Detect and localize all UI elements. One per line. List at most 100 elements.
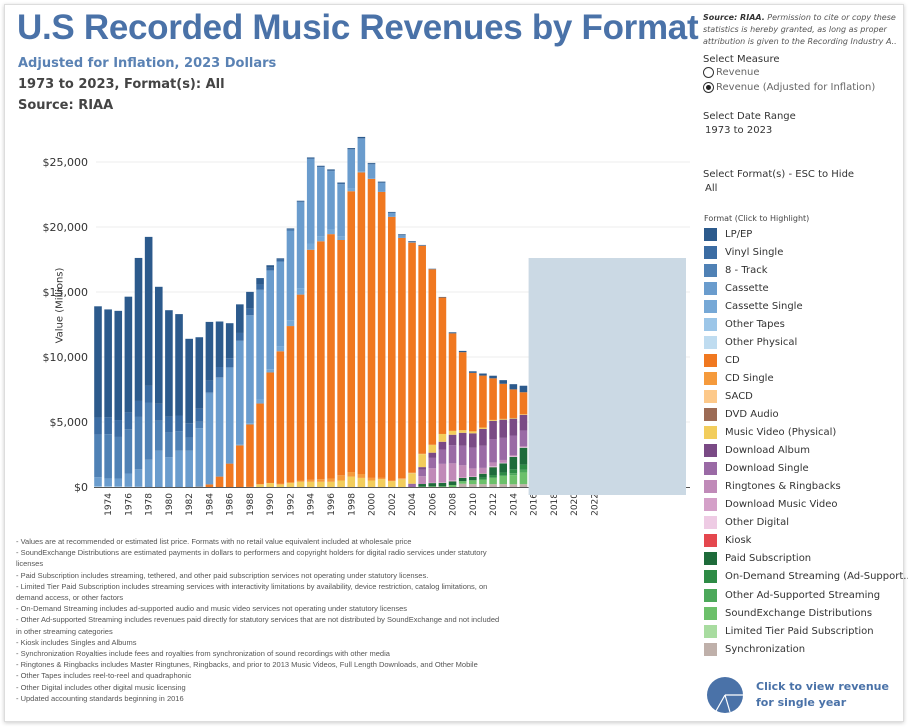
bar-segment[interactable]	[317, 481, 325, 487]
bar-segment[interactable]	[489, 419, 497, 421]
bar-segment[interactable]	[499, 463, 507, 473]
bar-segment[interactable]	[398, 235, 406, 238]
bar-segment[interactable]	[124, 296, 133, 413]
bar-segment[interactable]	[479, 428, 487, 446]
bar-segment[interactable]	[94, 486, 102, 487]
bar-segment[interactable]	[205, 321, 214, 381]
bar-segment[interactable]	[479, 473, 487, 478]
bar-segment[interactable]	[418, 454, 426, 468]
bar-segment[interactable]	[519, 385, 528, 393]
bar-segment[interactable]	[347, 188, 356, 192]
bar-segment[interactable]	[317, 236, 325, 242]
bar-segment[interactable]	[185, 423, 193, 438]
bar-segment[interactable]	[296, 202, 305, 289]
legend-item[interactable]: Music Video (Physical)	[704, 425, 836, 441]
bar-segment[interactable]	[458, 477, 467, 482]
bar-segment[interactable]	[367, 163, 376, 165]
bar-segment[interactable]	[154, 286, 163, 404]
bar-segment[interactable]	[306, 481, 315, 487]
bar-segment[interactable]	[94, 306, 102, 418]
bar-segment[interactable]	[428, 268, 437, 270]
bar-segment[interactable]	[448, 445, 457, 464]
bar-segment[interactable]	[124, 412, 133, 430]
bar-segment[interactable]	[276, 484, 285, 487]
bar-segment[interactable]	[276, 483, 285, 485]
bar-segment[interactable]	[114, 436, 123, 479]
bar-segment[interactable]	[195, 428, 204, 487]
bar-segment[interactable]	[367, 477, 376, 481]
bar-segment[interactable]	[266, 369, 275, 373]
bar-segment[interactable]	[428, 452, 437, 458]
bar-segment[interactable]	[195, 421, 204, 429]
bar-segment[interactable]	[448, 485, 457, 487]
bar-segment[interactable]	[387, 211, 396, 213]
bar-segment[interactable]	[225, 323, 234, 359]
single-year-link[interactable]: Click to view revenue for single year	[706, 676, 896, 714]
bar-segment[interactable]	[438, 486, 447, 487]
bar-segment[interactable]	[144, 385, 153, 403]
bar-segment[interactable]	[519, 414, 528, 431]
bar-segment[interactable]	[428, 468, 437, 483]
bar-segment[interactable]	[134, 400, 143, 417]
legend-item[interactable]: Cassette Single	[704, 298, 803, 314]
bar-segment[interactable]	[134, 416, 143, 470]
bar-segment[interactable]	[408, 473, 416, 484]
bar-segment[interactable]	[489, 378, 497, 420]
bar-segment[interactable]	[266, 265, 275, 268]
bar-segment[interactable]	[398, 479, 406, 487]
bar-segment[interactable]	[337, 236, 345, 240]
bar-segment[interactable]	[246, 424, 254, 487]
bar-segment[interactable]	[276, 259, 285, 262]
bar-segment[interactable]	[134, 257, 143, 401]
bar-segment[interactable]	[489, 475, 497, 478]
date-range-filter[interactable]: Select Date Range 1973 to 2023	[703, 111, 903, 136]
radio-revenue[interactable]: Revenue	[703, 65, 903, 80]
bar-segment[interactable]	[479, 375, 487, 428]
bar-segment[interactable]	[509, 456, 518, 470]
bar-segment[interactable]	[144, 459, 153, 487]
bar-segment[interactable]	[94, 477, 102, 487]
bar-segment[interactable]	[469, 476, 477, 477]
bar-segment[interactable]	[458, 476, 467, 478]
bar-segment[interactable]	[286, 483, 295, 487]
bar-segment[interactable]	[469, 480, 477, 485]
bar-segment[interactable]	[509, 435, 518, 456]
bar-segment[interactable]	[306, 159, 315, 244]
bar-segment[interactable]	[94, 434, 102, 478]
bar-segment[interactable]	[479, 467, 487, 474]
legend-item[interactable]: On-Demand Streaming (Ad-Support..	[704, 569, 908, 585]
bar-segment[interactable]	[286, 320, 295, 327]
bar-segment[interactable]	[215, 377, 224, 477]
bar-segment[interactable]	[256, 484, 264, 487]
bar-segment[interactable]	[195, 408, 204, 422]
bar-segment[interactable]	[458, 483, 467, 487]
legend-item[interactable]: CD	[704, 352, 740, 368]
bar-segment[interactable]	[458, 432, 467, 446]
bar-segment[interactable]	[154, 450, 163, 487]
bar-segment[interactable]	[114, 310, 123, 421]
bar-segment[interactable]	[418, 484, 426, 487]
bar-segment[interactable]	[509, 469, 518, 474]
bar-segment[interactable]	[448, 332, 457, 334]
legend-item[interactable]: Limited Tier Paid Subscription	[704, 623, 874, 639]
bar-segment[interactable]	[448, 480, 457, 482]
bar-segment[interactable]	[519, 414, 528, 415]
bar-segment[interactable]	[256, 398, 264, 404]
bar-segment[interactable]	[306, 249, 315, 480]
bar-segment[interactable]	[509, 475, 518, 485]
bar-segment[interactable]	[104, 486, 112, 487]
bar-segment[interactable]	[448, 333, 457, 431]
bar-segment[interactable]	[104, 417, 112, 435]
legend-item[interactable]: Other Digital	[704, 515, 789, 531]
bar-segment[interactable]	[428, 457, 437, 469]
bar-segment[interactable]	[509, 418, 518, 436]
bar-segment[interactable]	[104, 434, 112, 479]
bar-segment[interactable]	[418, 244, 426, 246]
bar-segment[interactable]	[499, 418, 507, 420]
bar-segment[interactable]	[246, 315, 254, 424]
bar-segment[interactable]	[124, 429, 133, 474]
bar-segment[interactable]	[489, 462, 497, 467]
bar-segment[interactable]	[124, 473, 133, 487]
bar-segment[interactable]	[175, 415, 183, 432]
bar-segment[interactable]	[469, 433, 477, 448]
